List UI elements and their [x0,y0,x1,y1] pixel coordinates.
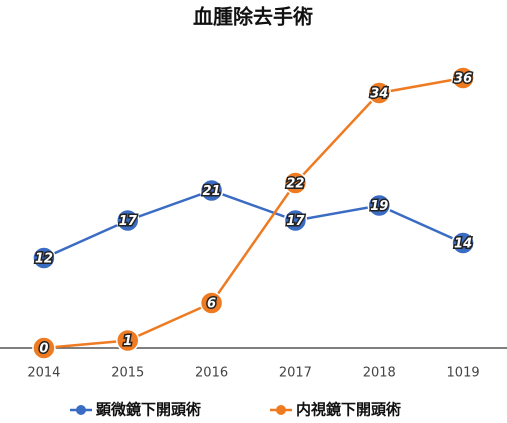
legend-marker [76,405,86,415]
data-label: 36 [454,72,472,87]
legend-label: 顕微鏡下開頭術 [96,401,201,419]
series-line [43,76,464,350]
data-label: 17 [119,214,138,229]
data-point [116,328,140,353]
data-label: 12 [35,252,53,267]
data-point [367,81,391,105]
data-label: 22 [286,177,304,192]
data-label: 0 [39,342,48,357]
legend-marker [276,405,286,415]
data-label: 21 [203,184,221,199]
data-point [116,208,140,233]
x-tick-label: 2018 [363,366,396,381]
data-point [199,291,224,315]
data-point [283,208,308,233]
x-tick-label: 2016 [195,366,228,381]
data-label: 14 [454,237,472,252]
data-point [451,231,475,255]
legend-item: 内視鏡下開頭術 [270,401,401,419]
x-tick-label: 2015 [111,366,144,381]
legend-item: 顕微鏡下開頭術 [70,401,201,419]
series-line [43,189,464,260]
data-point [451,66,475,90]
data-point [32,336,56,360]
data-label: 19 [370,199,388,214]
x-tick-label: 2017 [279,366,312,381]
data-point [32,246,56,270]
chart-title: 血腫除去手術 [193,5,313,29]
x-tick-label: 2014 [27,366,60,381]
data-label: 6 [207,297,216,312]
legend-label: 内視鏡下開頭術 [296,401,401,419]
data-point [283,171,308,195]
data-label: 1 [123,334,132,349]
x-tick-label: 1019 [447,366,480,381]
data-label: 17 [286,214,305,229]
data-point [199,178,224,203]
data-label: 34 [370,87,388,102]
data-point [367,193,391,218]
